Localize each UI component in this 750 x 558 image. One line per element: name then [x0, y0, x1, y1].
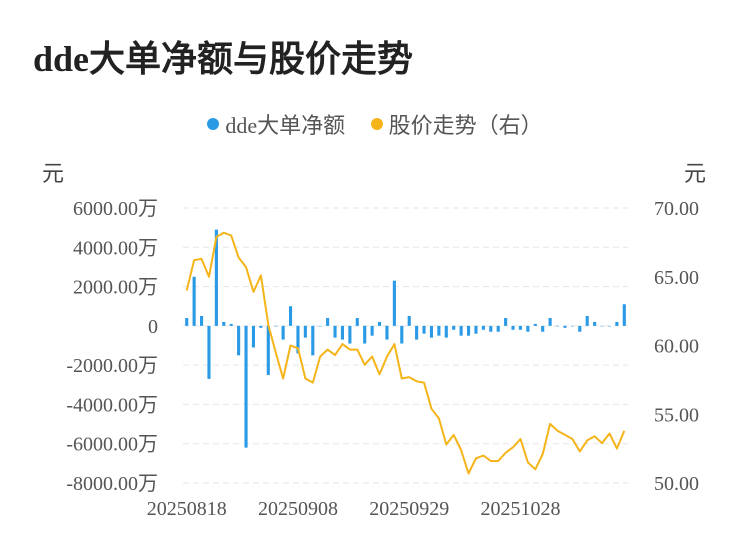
- left-tick-label: 0: [148, 316, 158, 338]
- x-tick-label: 20250908: [258, 498, 338, 520]
- x-tick-label: 20250929: [369, 498, 449, 520]
- right-tick-label: 50.00: [654, 473, 699, 495]
- dde-bar: [281, 325, 285, 340]
- left-tick-label: 4000.00万: [73, 237, 158, 259]
- right-tick-label: 65.00: [654, 267, 699, 289]
- legend-item-price[interactable]: 股价走势（右）: [370, 108, 543, 140]
- dde-bar: [266, 325, 270, 375]
- dde-bar: [511, 325, 515, 330]
- price-line: [185, 231, 626, 475]
- dde-bar: [340, 325, 345, 340]
- dde-bar: [518, 325, 523, 330]
- dde-bar: [622, 304, 626, 326]
- dde-bar: [311, 325, 315, 356]
- legend-dot-dde: [207, 118, 220, 130]
- dde-bar: [355, 318, 359, 326]
- dde-bar: [489, 325, 493, 332]
- dde-bar: [229, 323, 233, 326]
- left-tick-label: -6000.00万: [66, 434, 158, 456]
- dde-bar: [585, 316, 589, 326]
- dde-bar: [348, 325, 352, 344]
- dde-bar: [555, 325, 560, 327]
- legend: dde大单净额 股价走势（右）: [0, 108, 750, 140]
- dde-bar: [526, 325, 530, 332]
- dde-bar: [333, 325, 337, 338]
- dde-bar: [259, 325, 263, 328]
- dde-bar: [214, 229, 218, 326]
- right-axis-unit: 元: [684, 161, 707, 186]
- dde-bar: [392, 280, 396, 326]
- right-tick-label: 55.00: [654, 404, 699, 426]
- dde-bar: [274, 325, 278, 327]
- left-tick-label: -8000.00万: [66, 473, 158, 495]
- dde-bar: [318, 325, 322, 327]
- dde-bar: [444, 325, 448, 338]
- dde-bar: [385, 325, 389, 340]
- x-tick-label: 20250818: [147, 498, 227, 520]
- dde-bar: [615, 321, 619, 326]
- dde-bar: [429, 325, 434, 338]
- legend-dot-price: [370, 118, 383, 130]
- dde-bar: [593, 321, 597, 326]
- dde-bar: [185, 318, 189, 326]
- dde-bar: [199, 316, 204, 326]
- legend-label-dde: dde大单净额: [225, 113, 346, 138]
- dde-bar: [578, 325, 582, 332]
- dde-bar: [504, 318, 508, 326]
- dde-bar: [415, 325, 419, 340]
- x-tick-label: 20251028: [480, 498, 560, 520]
- dde-bar: [474, 325, 478, 334]
- dde-bar: [466, 325, 471, 336]
- dde-bar: [296, 325, 300, 354]
- left-tick-label: -2000.00万: [66, 355, 158, 377]
- dde-bar: [563, 325, 567, 328]
- dde-bar: [251, 325, 256, 348]
- dde-bar: [407, 316, 411, 326]
- right-tick-label: 70.00: [654, 198, 699, 220]
- dde-bar: [370, 325, 374, 336]
- dde-bar: [496, 325, 500, 332]
- dde-bar: [222, 321, 226, 326]
- dde-bar: [452, 325, 456, 330]
- dde-bar: [377, 321, 382, 326]
- dde-bar: [237, 325, 241, 356]
- left-tick-label: -4000.00万: [66, 394, 158, 416]
- legend-item-dde[interactable]: dde大单净额: [207, 108, 345, 140]
- dde-bar: [192, 276, 196, 326]
- legend-label-price: 股价走势（右）: [388, 113, 543, 138]
- dde-bar: [481, 325, 485, 330]
- left-axis-unit: 元: [42, 161, 65, 186]
- dde-bar: [548, 318, 552, 326]
- dde-bar: [422, 325, 426, 334]
- dde-bar: [570, 325, 574, 327]
- dde-bar: [244, 325, 248, 448]
- dde-bar: [437, 325, 441, 336]
- dde-bar: [459, 325, 463, 336]
- dde-bar: [533, 323, 537, 326]
- chart-title: dde大单净额与股价走势: [33, 39, 414, 79]
- dde-bar: [363, 325, 367, 344]
- left-tick-label: 6000.00万: [73, 198, 158, 220]
- dde-bar: [326, 318, 330, 326]
- dde-bar: [541, 325, 545, 332]
- dde-bar: [303, 325, 307, 338]
- dde-bar: [207, 325, 211, 379]
- dde-bar: [600, 325, 604, 327]
- dde-bar: [400, 325, 404, 344]
- dde-bar: [607, 325, 612, 327]
- dde-bar: [288, 306, 293, 326]
- left-tick-label: 2000.00万: [73, 277, 158, 299]
- right-tick-label: 60.00: [654, 336, 699, 358]
